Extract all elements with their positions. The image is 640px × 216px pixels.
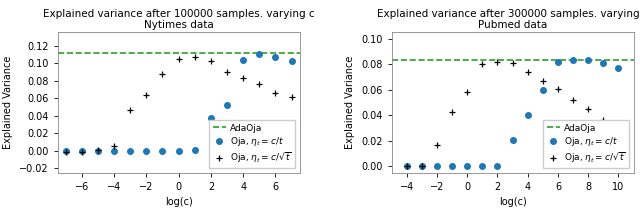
Y-axis label: Explained Variance: Explained Variance — [346, 56, 355, 149]
Oja, $\eta_t = c/t$ — [125, 149, 135, 152]
Legend: AdaOja, Oja, $\eta_t = c/t$, Oja, $\eta_t = c/\sqrt{t}$: AdaOja, Oja, $\eta_t = c/t$, Oja, $\eta_… — [209, 120, 295, 168]
Oja, $\eta_t = c/t$ — [508, 138, 518, 141]
Oja, $\eta_t = c/\sqrt{t}$ — [538, 79, 548, 83]
Oja, $\eta_t = c/t$ — [462, 165, 472, 168]
X-axis label: log(c): log(c) — [499, 197, 527, 207]
Oja, $\eta_t = c/\sqrt{t}$ — [270, 91, 280, 95]
Oja, $\eta_t = c/\sqrt{t}$ — [417, 165, 427, 168]
Oja, $\eta_t = c/t$ — [401, 165, 412, 168]
AdaOja — [463, 59, 471, 62]
Oja, $\eta_t = c/\sqrt{t}$ — [61, 150, 71, 153]
Oja, $\eta_t = c/t$ — [205, 117, 216, 120]
Oja, $\eta_t = c/t$ — [222, 103, 232, 107]
Oja, $\eta_t = c/\sqrt{t}$ — [598, 119, 609, 122]
Oja, $\eta_t = c/\sqrt{t}$ — [254, 83, 264, 86]
Oja, $\eta_t = c/\sqrt{t}$ — [462, 91, 472, 94]
AdaOja — [479, 59, 486, 62]
Oja, $\eta_t = c/\sqrt{t}$ — [222, 70, 232, 74]
Oja, $\eta_t = c/t$ — [613, 66, 623, 70]
Oja, $\eta_t = c/t$ — [417, 165, 427, 168]
Oja, $\eta_t = c/\sqrt{t}$ — [109, 145, 119, 148]
Oja, $\eta_t = c/t$ — [553, 60, 563, 64]
Oja, $\eta_t = c/\sqrt{t}$ — [287, 96, 297, 99]
Oja, $\eta_t = c/t$ — [238, 58, 248, 61]
Oja, $\eta_t = c/\sqrt{t}$ — [613, 122, 623, 126]
Oja, $\eta_t = c/\sqrt{t}$ — [93, 148, 103, 152]
Oja, $\eta_t = c/t$ — [447, 165, 457, 168]
Oja, $\eta_t = c/\sqrt{t}$ — [125, 109, 135, 112]
Oja, $\eta_t = c/\sqrt{t}$ — [189, 55, 200, 59]
Oja, $\eta_t = c/\sqrt{t}$ — [238, 76, 248, 80]
Oja, $\eta_t = c/\sqrt{t}$ — [508, 61, 518, 65]
Oja, $\eta_t = c/t$ — [141, 149, 152, 152]
Oja, $\eta_t = c/\sqrt{t}$ — [141, 93, 152, 96]
Oja, $\eta_t = c/\sqrt{t}$ — [492, 60, 502, 64]
AdaOja — [175, 52, 182, 55]
Oja, $\eta_t = c/t$ — [93, 149, 103, 152]
Oja, $\eta_t = c/\sqrt{t}$ — [447, 110, 457, 113]
Oja, $\eta_t = c/t$ — [598, 61, 609, 65]
Oja, $\eta_t = c/\sqrt{t}$ — [401, 165, 412, 168]
Oja, $\eta_t = c/\sqrt{t}$ — [77, 150, 87, 153]
Y-axis label: Explained Variance: Explained Variance — [3, 56, 13, 149]
Oja, $\eta_t = c/\sqrt{t}$ — [432, 143, 442, 146]
Oja, $\eta_t = c/t$ — [287, 60, 297, 63]
Oja, $\eta_t = c/t$ — [583, 59, 593, 62]
Oja, $\eta_t = c/t$ — [157, 149, 168, 152]
Oja, $\eta_t = c/\sqrt{t}$ — [583, 107, 593, 111]
Oja, $\eta_t = c/t$ — [492, 165, 502, 168]
Legend: AdaOja, Oja, $\eta_t = c/t$, Oja, $\eta_t = c/\sqrt{t}$: AdaOja, Oja, $\eta_t = c/t$, Oja, $\eta_… — [543, 120, 629, 168]
Oja, $\eta_t = c/t$ — [523, 114, 533, 117]
X-axis label: log(c): log(c) — [164, 197, 193, 207]
Oja, $\eta_t = c/t$ — [538, 88, 548, 92]
Title: Explained variance after 300000 samples. varying c
Pubmed data: Explained variance after 300000 samples.… — [377, 9, 640, 30]
Oja, $\eta_t = c/t$ — [61, 149, 71, 152]
Oja, $\eta_t = c/t$ — [173, 149, 184, 152]
Oja, $\eta_t = c/t$ — [109, 149, 119, 152]
Oja, $\eta_t = c/t$ — [568, 59, 578, 62]
Oja, $\eta_t = c/t$ — [477, 165, 488, 168]
Oja, $\eta_t = c/\sqrt{t}$ — [173, 57, 184, 60]
Oja, $\eta_t = c/t$ — [432, 165, 442, 168]
Oja, $\eta_t = c/t$ — [77, 149, 87, 152]
Oja, $\eta_t = c/\sqrt{t}$ — [553, 87, 563, 90]
Oja, $\eta_t = c/t$ — [254, 53, 264, 56]
Title: Explained variance after 100000 samples. varying c
Nytimes data: Explained variance after 100000 samples.… — [43, 9, 314, 30]
Oja, $\eta_t = c/t$ — [270, 55, 280, 59]
Oja, $\eta_t = c/\sqrt{t}$ — [568, 98, 578, 102]
Oja, $\eta_t = c/\sqrt{t}$ — [523, 70, 533, 74]
Oja, $\eta_t = c/t$ — [189, 148, 200, 152]
AdaOja — [191, 52, 198, 55]
Oja, $\eta_t = c/\sqrt{t}$ — [205, 60, 216, 63]
Oja, $\eta_t = c/\sqrt{t}$ — [157, 72, 168, 75]
Oja, $\eta_t = c/\sqrt{t}$ — [477, 63, 488, 66]
